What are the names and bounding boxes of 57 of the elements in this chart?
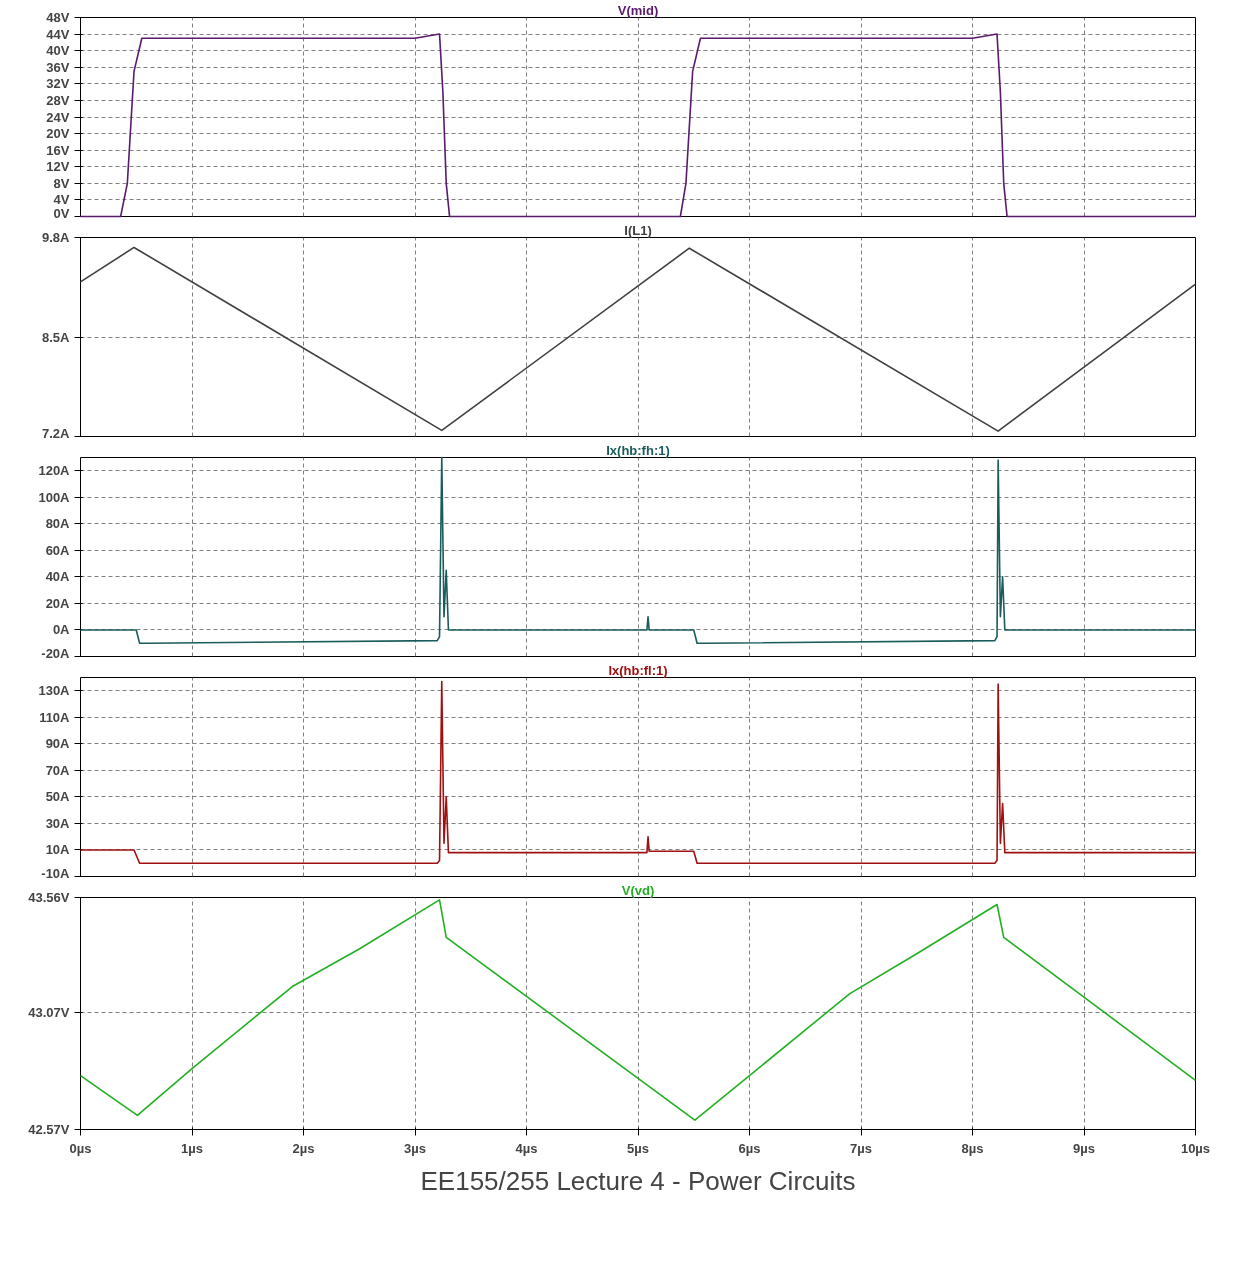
x-tick-label: 7µs — [850, 1140, 872, 1156]
y-tick-label: 90A — [45, 736, 71, 752]
y-tick-label: 32V — [46, 76, 70, 92]
y-tick-label: 4V — [53, 192, 70, 208]
line-series — [79, 246, 1197, 432]
line-series — [79, 456, 1197, 645]
chart-title: Ix(hb:fl:1) — [608, 662, 668, 678]
y-tick-label: 8.5A — [42, 329, 71, 345]
y-tick-label: -10A — [41, 865, 71, 881]
y-tick-label: 36V — [46, 59, 70, 75]
y-tick-label: 28V — [46, 92, 70, 108]
y-tick-label: 120A — [38, 463, 71, 479]
y-tick-label: 48V — [46, 10, 70, 25]
y-tick-label: 130A — [38, 683, 71, 699]
y-tick-label: 50A — [45, 789, 71, 805]
y-tick-label: 24V — [46, 109, 70, 125]
x-tick-label: 9µs — [1073, 1140, 1095, 1156]
y-tick-label: 43.56V — [28, 890, 70, 905]
x-tick-label: 3µs — [404, 1140, 426, 1156]
y-tick-label: 0V — [53, 205, 70, 221]
y-tick-label: 43.07V — [28, 1004, 70, 1020]
y-tick-label: 110A — [39, 709, 71, 725]
y-tick-label: 12V — [46, 159, 70, 175]
y-tick-label: 8V — [53, 175, 70, 191]
line-series — [79, 899, 1197, 1121]
x-tick-label: 0µs — [69, 1140, 92, 1156]
y-tick-label: 16V — [46, 142, 70, 158]
y-tick-label: 40A — [45, 569, 71, 585]
y-tick-label: 0A — [52, 622, 71, 638]
y-tick-label: -20A — [41, 645, 71, 661]
y-tick-label: 100A — [38, 489, 71, 505]
text: EE155/255 Lecture 4 - Power Circuits — [420, 1165, 856, 1196]
x-tick-label: 4µs — [515, 1140, 538, 1156]
chart-title: V(mid) — [617, 2, 659, 18]
y-tick-label: 7.2A — [42, 425, 71, 441]
chart-title: Ix(hb:fh:1) — [606, 442, 670, 458]
y-tick-label: 70A — [45, 762, 71, 778]
y-tick-label: 10A — [45, 842, 71, 858]
y-tick-label: 30A — [45, 815, 71, 831]
y-tick-label: 80A — [45, 516, 71, 532]
x-tick-label: 10µs — [1180, 1140, 1211, 1156]
x-tick-label: 6µs — [738, 1140, 761, 1156]
y-tick-label: 20V — [46, 126, 70, 142]
chart-title: V(vd) — [621, 882, 655, 898]
chart-title: I(L1) — [624, 222, 652, 238]
y-tick-label: 42.57V — [28, 1122, 70, 1137]
y-tick-label: 20A — [45, 595, 71, 611]
y-tick-label: 9.8A — [42, 230, 71, 245]
y-tick-label: 60A — [45, 542, 71, 558]
x-tick-label: 1µs — [181, 1140, 203, 1156]
line-series — [79, 33, 1197, 218]
y-tick-label: 44V — [46, 26, 70, 42]
x-tick-label: 2µs — [292, 1140, 315, 1156]
x-tick-label: 5µs — [627, 1140, 649, 1156]
line-series — [79, 680, 1197, 865]
x-tick-label: 8µs — [961, 1140, 984, 1156]
y-tick-label: 40V — [46, 43, 70, 59]
